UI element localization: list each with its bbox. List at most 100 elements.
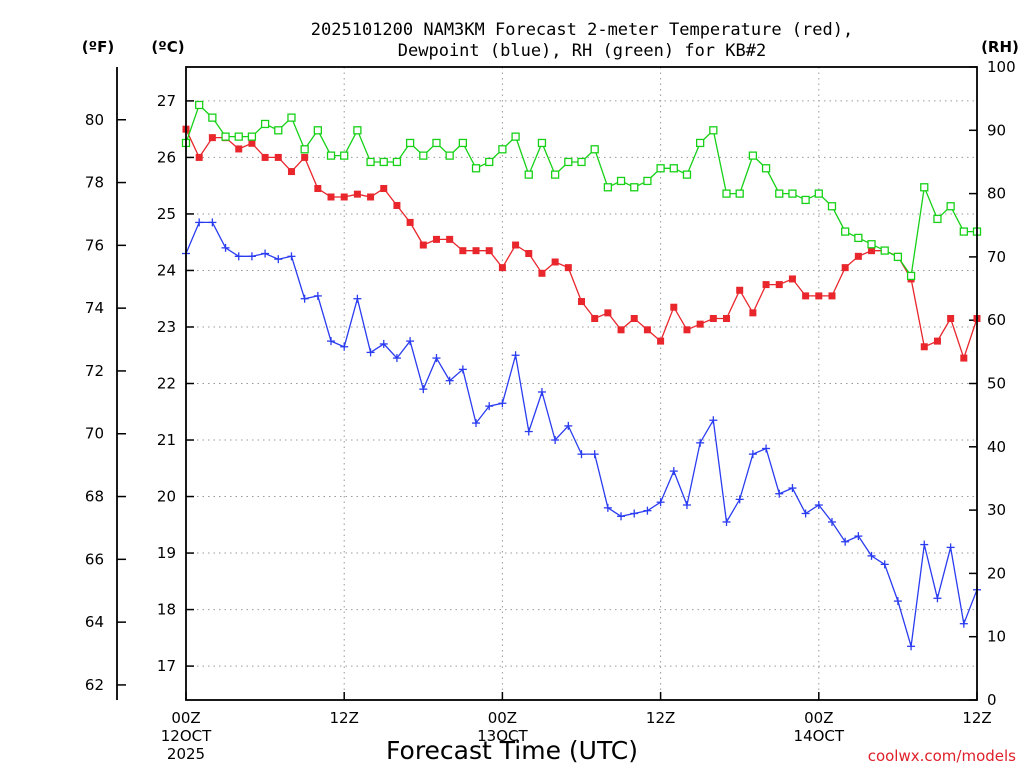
temperature-point xyxy=(591,315,599,323)
temperature-point xyxy=(604,309,612,317)
dewpoint-point xyxy=(630,509,639,518)
dewpoint-point xyxy=(854,532,863,541)
time-tick-label: 12Z xyxy=(646,709,675,727)
celsius-tick-label: 24 xyxy=(157,261,176,279)
dewpoint-point xyxy=(551,436,560,445)
celsius-tick-label: 22 xyxy=(157,375,176,393)
rh-point xyxy=(445,151,454,160)
temperature-point xyxy=(564,264,572,272)
rh-point xyxy=(511,132,520,141)
dewpoint-point xyxy=(406,337,415,346)
rh-point xyxy=(761,164,771,173)
dewpoint-point xyxy=(313,291,322,300)
rh-point xyxy=(471,164,481,173)
dewpoint-point xyxy=(590,450,599,459)
dewpoint-point xyxy=(880,560,889,569)
rh-point xyxy=(603,183,613,192)
temperature-point xyxy=(749,309,757,317)
rh-point xyxy=(709,126,718,135)
celsius-tick-label: 18 xyxy=(157,601,176,619)
rh-point xyxy=(722,189,731,198)
rh-point xyxy=(906,271,916,281)
rh-point xyxy=(577,157,586,167)
temperature-point xyxy=(828,292,836,300)
rh-point xyxy=(366,157,375,167)
dewpoint-point xyxy=(208,218,217,227)
rh-tick-label: 70 xyxy=(987,248,1006,266)
dewpoint-point xyxy=(788,484,797,493)
rh-point xyxy=(564,157,573,167)
rh-point xyxy=(775,189,784,198)
temperature-point xyxy=(393,201,401,209)
temperature-point xyxy=(301,153,309,161)
temperature-point xyxy=(960,354,968,362)
celsius-tick-label: 20 xyxy=(157,488,176,506)
temperature-point xyxy=(327,193,335,201)
temperature-point xyxy=(815,292,823,300)
celsius-tick-label: 25 xyxy=(157,205,176,223)
rh-point xyxy=(524,170,533,179)
dewpoint-point xyxy=(603,503,612,512)
time-tick-year: 2025 xyxy=(167,745,205,763)
fahrenheit-tick-label: 78 xyxy=(85,174,104,192)
dewpoint-point xyxy=(221,243,230,252)
rh-point xyxy=(920,183,929,192)
rh-tick-label: 40 xyxy=(987,438,1006,456)
chart-title-line-1: 2025101200 NAM3KM Forecast 2-meter Tempe… xyxy=(311,20,853,40)
time-tick-label: 12Z xyxy=(962,709,991,727)
temperature-point xyxy=(841,264,849,272)
dewpoint-point xyxy=(617,512,626,521)
rh-tick-label: 20 xyxy=(987,564,1006,582)
dewpoint-point xyxy=(498,399,507,408)
dewpoint-point xyxy=(261,249,270,258)
dewpoint-point xyxy=(511,351,520,360)
rh-point xyxy=(880,246,889,255)
temperature-point xyxy=(208,134,216,142)
time-tick-label: 00Z xyxy=(488,709,517,727)
temperature-point xyxy=(551,258,559,266)
dewpoint-point xyxy=(195,218,204,227)
rh-point xyxy=(537,138,547,148)
celsius-tick-label: 21 xyxy=(157,431,176,449)
rh-series-line xyxy=(185,103,977,278)
celsius-tick-label: 27 xyxy=(157,92,176,110)
temperature-point xyxy=(920,343,928,351)
dewpoint-point xyxy=(234,252,243,261)
rh-point xyxy=(616,176,626,186)
temperature-point xyxy=(498,264,506,272)
dewpoint-point xyxy=(920,540,929,549)
temperature-point xyxy=(314,185,322,193)
dewpoint-point xyxy=(287,252,296,261)
rh-point xyxy=(827,202,837,211)
temperature-point xyxy=(367,193,375,201)
fahrenheit-unit-label: (ºF) xyxy=(82,38,114,56)
time-tick-date: 13OCT xyxy=(477,727,528,745)
rh-point xyxy=(340,151,349,160)
rh-tick-label: 60 xyxy=(987,311,1006,329)
rh-point xyxy=(630,183,639,192)
rh-tick-label: 80 xyxy=(987,185,1006,203)
rh-point xyxy=(392,157,402,167)
temperature-point xyxy=(723,315,731,323)
rh-point xyxy=(353,126,362,135)
rh-tick-label: 50 xyxy=(987,375,1006,393)
temperature-point xyxy=(643,326,651,334)
dewpoint-point xyxy=(775,489,784,498)
rh-point xyxy=(405,138,415,148)
dewpoint-point xyxy=(643,506,652,515)
temperature-point xyxy=(736,286,744,294)
temperature-point xyxy=(933,337,941,345)
dewpoint-point xyxy=(485,402,494,411)
temperature-point xyxy=(788,275,796,283)
dewpoint-point xyxy=(379,339,388,348)
rh-point xyxy=(841,227,850,236)
rh-point xyxy=(419,151,428,160)
rh-point xyxy=(933,214,942,224)
rh-point xyxy=(643,176,652,186)
rh-tick-label: 10 xyxy=(987,628,1006,646)
dewpoint-point xyxy=(696,438,705,447)
dewpoint-point xyxy=(867,551,876,560)
temperature-point xyxy=(947,315,955,323)
temperature-point xyxy=(775,281,783,289)
dewpoint-point xyxy=(735,495,744,504)
